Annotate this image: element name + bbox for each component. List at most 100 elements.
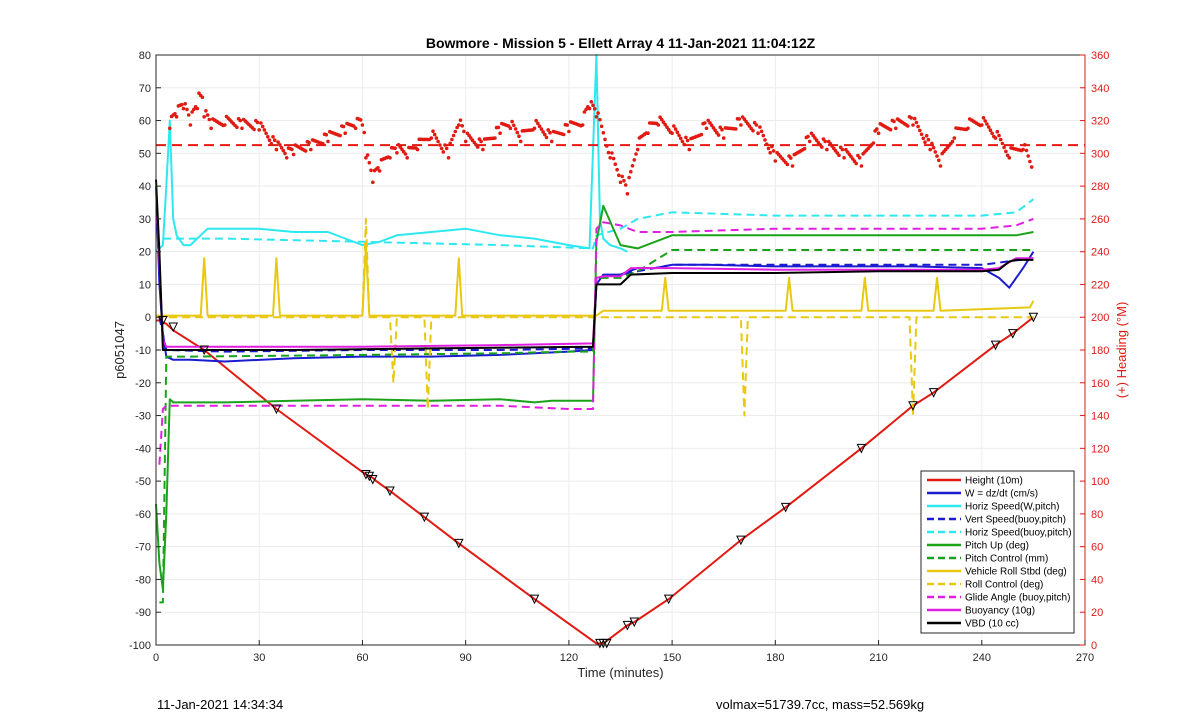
x-axis-label: Time (minutes) bbox=[577, 665, 663, 680]
heading-point bbox=[338, 133, 342, 138]
legend-label: VBD (10 cc) bbox=[965, 619, 1019, 630]
y2-tick-label: 80 bbox=[1091, 509, 1103, 521]
heading-point bbox=[930, 141, 934, 146]
heading-point bbox=[262, 128, 267, 132]
heading-point bbox=[584, 107, 588, 112]
heading-point bbox=[321, 142, 325, 146]
heading-point bbox=[283, 151, 287, 156]
heading-point bbox=[840, 147, 845, 152]
height-marker bbox=[361, 470, 371, 480]
y2-tick-label: 120 bbox=[1091, 443, 1109, 455]
height-marker bbox=[601, 638, 612, 649]
x-tick-label: 210 bbox=[869, 652, 887, 664]
heading-point bbox=[587, 106, 592, 111]
heading-point bbox=[343, 131, 348, 135]
y2-tick-label: 20 bbox=[1091, 607, 1103, 619]
heading-point bbox=[993, 136, 998, 140]
heading-point bbox=[875, 127, 879, 131]
heading-point bbox=[367, 160, 372, 165]
heading-point bbox=[859, 164, 864, 168]
heading-point bbox=[496, 125, 501, 130]
heading-point bbox=[266, 135, 270, 139]
height-marker bbox=[780, 502, 791, 513]
heading-point bbox=[174, 115, 179, 119]
heading-point bbox=[546, 128, 550, 132]
heading-point bbox=[768, 150, 772, 155]
heading-point bbox=[510, 119, 514, 124]
x-tick-label: 0 bbox=[153, 652, 159, 664]
y2-tick-label: 340 bbox=[1091, 83, 1109, 95]
heading-point bbox=[632, 158, 637, 162]
heading-point bbox=[620, 174, 624, 179]
heading-point bbox=[629, 169, 633, 174]
height-marker bbox=[453, 538, 464, 549]
heading-point bbox=[990, 131, 994, 136]
heading-point bbox=[431, 129, 435, 133]
legend-label: Pitch Up (deg) bbox=[965, 541, 1029, 552]
heading-point bbox=[802, 146, 807, 151]
heading-point bbox=[281, 148, 286, 153]
series-line-vbd bbox=[155, 179, 1034, 351]
heading-point bbox=[195, 106, 200, 111]
heading-point bbox=[532, 126, 537, 131]
heading-point bbox=[446, 156, 451, 160]
heading-point bbox=[341, 124, 346, 129]
heading-point bbox=[272, 138, 277, 142]
heading-point bbox=[673, 127, 678, 131]
heading-point bbox=[983, 119, 987, 123]
heading-point bbox=[785, 162, 790, 167]
heading-point bbox=[252, 127, 256, 132]
heading-point bbox=[475, 145, 480, 149]
heading-point bbox=[618, 180, 623, 185]
y-tick-label: 10 bbox=[139, 279, 151, 291]
heading-point bbox=[518, 139, 523, 144]
heading-point bbox=[190, 110, 194, 114]
heading-point bbox=[677, 133, 681, 138]
height-marker bbox=[158, 316, 168, 326]
y2-tick-label: 160 bbox=[1091, 378, 1109, 390]
x-tick-label: 120 bbox=[560, 652, 578, 664]
heading-point bbox=[508, 126, 513, 131]
heading-point bbox=[603, 137, 607, 142]
heading-point bbox=[309, 147, 313, 152]
heading-point bbox=[1007, 156, 1012, 160]
heading-point bbox=[825, 147, 829, 152]
heading-point bbox=[675, 130, 680, 134]
heading-point bbox=[687, 147, 692, 152]
heading-point bbox=[257, 128, 262, 132]
heading-point bbox=[606, 150, 611, 155]
heading-point bbox=[672, 124, 676, 128]
heading-point bbox=[290, 147, 294, 152]
heading-point bbox=[393, 146, 397, 150]
heading-point bbox=[751, 128, 755, 133]
heading-point bbox=[1004, 149, 1008, 154]
axes: 0 30 60 90 120 150 180 210 240 270 80 70 60 50 40 30 20 1… bbox=[112, 35, 1129, 680]
heading-point bbox=[923, 140, 927, 144]
series-lines bbox=[155, 54, 1085, 645]
heading-point bbox=[450, 137, 454, 142]
heading-point bbox=[842, 156, 846, 160]
x-tick-label: 240 bbox=[973, 652, 991, 664]
heading-point bbox=[207, 117, 212, 122]
heading-point bbox=[646, 131, 650, 135]
heading-point bbox=[173, 112, 177, 116]
heading-point bbox=[656, 123, 661, 127]
legend-label: Height (10m) bbox=[965, 476, 1023, 487]
heading-point bbox=[773, 159, 778, 163]
height-marker bbox=[629, 617, 640, 628]
y-tick-label: -70 bbox=[135, 542, 151, 554]
heading-point bbox=[916, 124, 920, 129]
heading-point bbox=[548, 130, 552, 135]
heading-point bbox=[720, 127, 724, 132]
y2-tick-label: 200 bbox=[1091, 312, 1109, 324]
heading-point bbox=[534, 118, 538, 123]
timestamp-footer: 11-Jan-2021 14:34:34 bbox=[157, 697, 284, 712]
x-tick-label: 30 bbox=[253, 652, 265, 664]
y-tick-label: -30 bbox=[135, 411, 151, 423]
heading-point bbox=[703, 121, 707, 125]
heading-point bbox=[663, 122, 667, 127]
heading-point bbox=[549, 139, 554, 144]
height-marker bbox=[928, 388, 939, 398]
heading-point bbox=[684, 135, 688, 140]
